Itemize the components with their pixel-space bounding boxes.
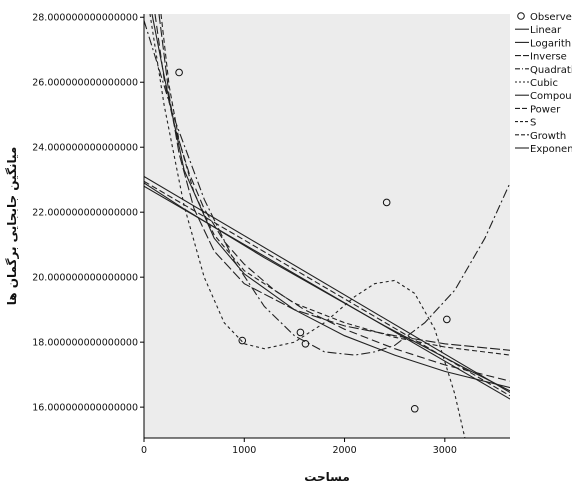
legend-label-s: S [530, 118, 536, 129]
legend-label-quadratic: Quadratic [530, 65, 572, 76]
y-tick-label: 20.000000000000000 [32, 273, 138, 284]
observed-point [301, 339, 310, 348]
y-tick-label: 16.000000000000000 [32, 403, 138, 414]
series-line-power [154, 14, 510, 382]
y-tick-label: 18.000000000000000 [32, 338, 138, 349]
y-tick-label: 24.000000000000000 [32, 143, 138, 154]
legend-label-linear: Linear [530, 25, 562, 36]
x-tick-label: 0 [141, 445, 147, 456]
observed-points [175, 68, 451, 413]
legend: Observed Linear Logarithmic Inverse Quadrati… [515, 12, 572, 155]
observed-point [296, 328, 305, 337]
legend-label-growth: Growth [530, 131, 566, 142]
series-line-exponential [144, 182, 510, 392]
x-axis-title: مساحت [304, 470, 350, 484]
legend-label-power: Power [530, 104, 561, 115]
y-axis-title: میانگین جابجایی برگمان ها [5, 147, 19, 306]
y-tick-label: 28.000000000000000 [32, 13, 138, 24]
fitted-curves [144, 14, 510, 438]
legend-label-observed: Observed [530, 12, 572, 23]
legend-label-logarithmic: Logarithmic [530, 38, 572, 49]
legend-label-compound: Compound [530, 91, 572, 102]
observed-point [382, 198, 391, 207]
observed-point [443, 315, 451, 324]
legend-label-inverse: Inverse [530, 52, 567, 63]
legend-label-cubic: Cubic [530, 78, 558, 89]
x-tick-label: 2000 [332, 445, 356, 456]
observed-point [410, 404, 419, 413]
observed-point [238, 336, 247, 345]
series-line-inverse [158, 14, 510, 351]
y-axis-ticks: 16.000000000000000 18.000000000000000 20.0… [32, 13, 144, 414]
series-line-compound [144, 176, 510, 393]
x-tick-label: 3000 [433, 445, 457, 456]
legend-marker-observed [517, 12, 525, 20]
observed-point [175, 68, 183, 77]
legend-label-exponential: Exponential [530, 144, 572, 155]
series-line-quadratic [144, 20, 510, 356]
plot-area [144, 14, 510, 438]
x-tick-label: 1000 [232, 445, 256, 456]
y-tick-label: 22.000000000000000 [32, 208, 138, 219]
x-axis-ticks: 0 1000 2000 3000 [141, 438, 457, 456]
y-tick-label: 26.000000000000000 [32, 78, 138, 89]
